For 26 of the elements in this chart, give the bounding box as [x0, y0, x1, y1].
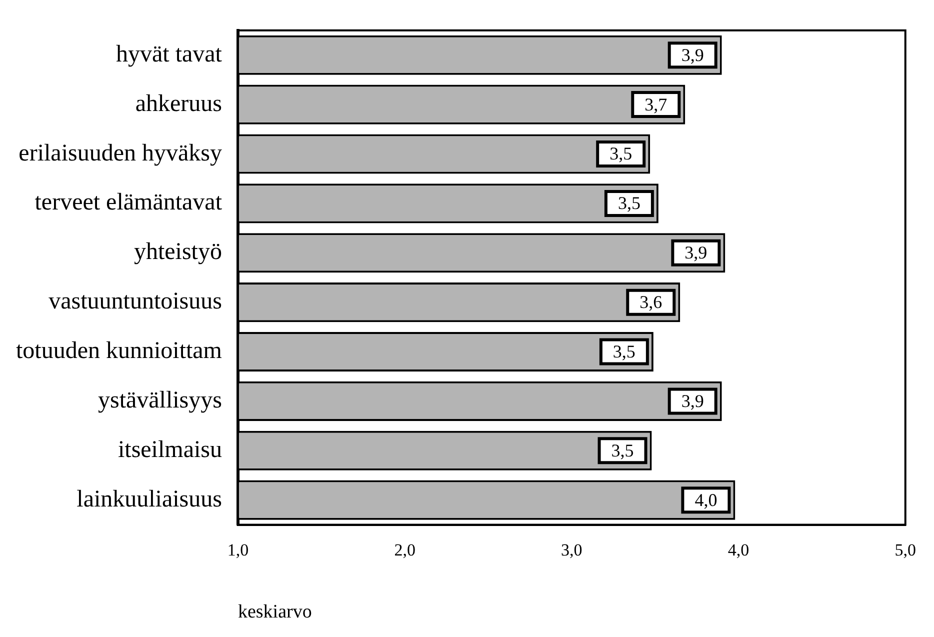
y-tick-label: lainkuuliaisuus	[76, 486, 222, 512]
y-tick-label: itseilmaisu	[118, 436, 222, 463]
y-tick-label: hyvät tavat	[116, 41, 222, 68]
data-label: 3,5	[618, 193, 640, 214]
data-label: 3,9	[684, 242, 708, 263]
x-tick-label: 4,0	[728, 540, 750, 560]
data-label: 3,5	[611, 440, 634, 460]
data-label: 3,5	[612, 341, 636, 362]
x-tick-label: 5,0	[894, 540, 916, 560]
y-tick-label: totuuden kunnioittam	[16, 338, 222, 364]
y-tick-label: yhteistyö	[134, 239, 222, 266]
data-label: 3,5	[610, 144, 632, 164]
x-tick-label: 1,0	[227, 540, 249, 560]
data-label: 3,9	[681, 390, 704, 411]
y-tick-label: terveet elämäntavat	[34, 190, 222, 216]
y-tick-label: ystävällisyys	[98, 387, 222, 414]
x-tick-label: 3,0	[561, 540, 582, 560]
y-tick-label: ahkeruus	[135, 90, 222, 117]
data-label: 3,6	[640, 292, 662, 312]
y-tick-label: vastuuntuntoisuus	[48, 288, 222, 315]
data-label: 3,9	[681, 44, 704, 65]
data-label: 4,0	[694, 490, 718, 510]
data-label: 3,7	[644, 94, 668, 114]
x-axis-title: keskiarvo	[238, 602, 312, 623]
x-tick-label: 2,0	[394, 540, 416, 560]
y-tick-label: erilaisuuden hyväksy	[18, 140, 222, 166]
